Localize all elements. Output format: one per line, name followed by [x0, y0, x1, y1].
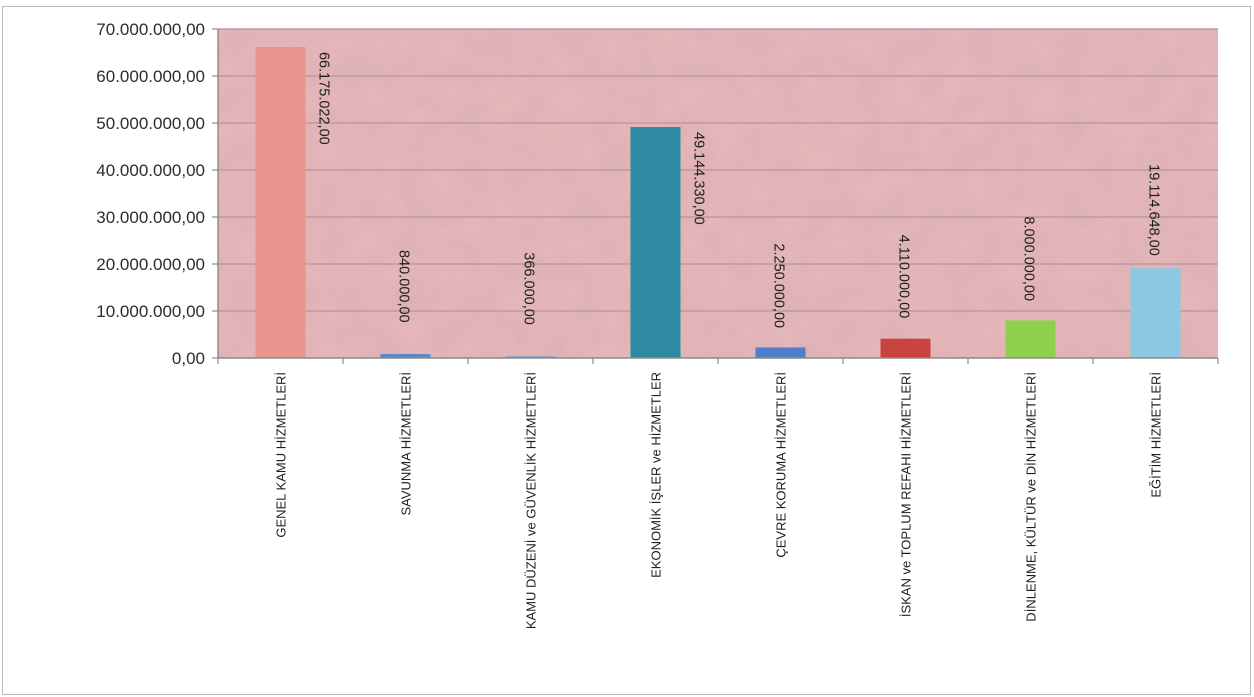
bar — [1005, 320, 1056, 358]
data-label: 19.114.648,00 — [1146, 164, 1162, 256]
data-label: 2.250.000,00 — [771, 243, 787, 328]
x-category-label: ÇEVRE KORUMA HİZMETLERİ — [774, 372, 789, 558]
bars — [255, 46, 1181, 359]
axes — [212, 28, 1219, 364]
gridlines — [218, 28, 1218, 312]
bar — [380, 354, 431, 358]
y-tick-label: 30.000.000,00 — [96, 208, 205, 227]
bar — [755, 347, 806, 358]
y-tick-label: 10.000.000,00 — [96, 302, 205, 321]
data-label: 8.000.000,00 — [1021, 216, 1037, 301]
x-category-label: EĞİTİM HİZMETLERİ — [1149, 372, 1164, 498]
x-category-label: KAMU DÜZENİ ve GÜVENLİK HİZMETLERİ — [524, 372, 539, 629]
y-axis-tick-labels: 0,00 10.000.000,00 20.000.000,00 30.000.000… — [96, 20, 205, 368]
bar — [1130, 268, 1181, 358]
bar — [255, 46, 306, 359]
y-tick-label: 50.000.000,00 — [96, 114, 205, 133]
x-category-label: İSKAN ve TOPLUM REFAHI HİZMETLERİ — [899, 372, 914, 617]
data-labels: 66.175.022,00 840.000,00 366.000,00 49.144.… — [316, 52, 1162, 328]
y-tick-label: 70.000.000,00 — [96, 20, 205, 39]
bar — [630, 127, 681, 358]
y-tick-label: 60.000.000,00 — [96, 67, 205, 86]
x-axis-category-labels: GENEL KAMU HİZMETLERİ SAVUNMA HİZMETLERİ K… — [274, 372, 1164, 629]
data-label: 49.144.330,00 — [691, 132, 707, 225]
y-tick-label: 20.000.000,00 — [96, 255, 205, 274]
plot-area — [218, 29, 1218, 358]
x-category-label: SAVUNMA HİZMETLERİ — [399, 372, 414, 516]
data-label: 366.000,00 — [521, 252, 537, 325]
x-category-label: GENEL KAMU HİZMETLERİ — [274, 372, 289, 538]
y-tick-label: 40.000.000,00 — [96, 161, 205, 180]
bar — [505, 356, 556, 358]
data-label: 66.175.022,00 — [316, 52, 332, 145]
bar — [880, 338, 931, 358]
plot-texture — [218, 29, 1218, 358]
x-category-label: DİNLENME, KÜLTÜR ve DİN HİZMETLERİ — [1024, 372, 1039, 622]
x-category-label: EKONOMİK İŞLER ve HİZMETLER — [649, 372, 664, 578]
data-label: 840.000,00 — [396, 250, 412, 323]
data-label: 4.110.000,00 — [896, 235, 912, 319]
y-tick-label: 0,00 — [172, 349, 205, 368]
